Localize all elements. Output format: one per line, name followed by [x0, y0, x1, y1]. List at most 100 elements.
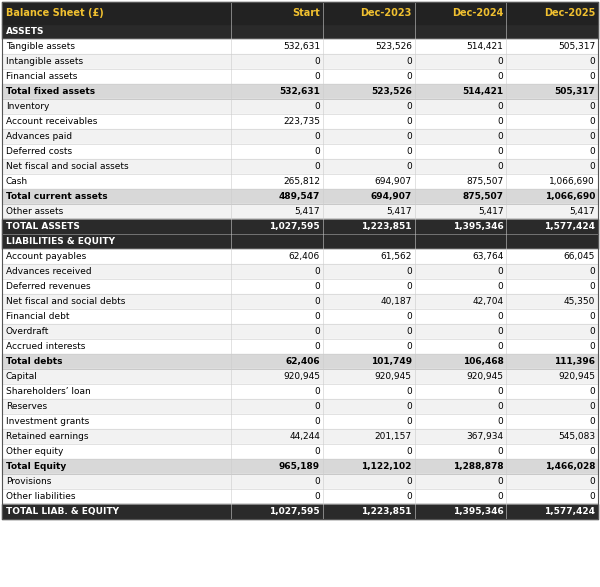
Text: 0: 0: [314, 57, 320, 66]
Text: Total Equity: Total Equity: [6, 462, 66, 471]
Text: 0: 0: [314, 402, 320, 411]
Text: 0: 0: [406, 327, 412, 336]
Text: 111,396: 111,396: [554, 357, 595, 366]
Text: 0: 0: [589, 162, 595, 171]
Text: 1,223,851: 1,223,851: [361, 222, 412, 231]
Text: 1,122,102: 1,122,102: [361, 462, 412, 471]
Text: 0: 0: [589, 492, 595, 501]
Text: 0: 0: [406, 147, 412, 156]
Text: 0: 0: [498, 342, 503, 351]
Text: 0: 0: [406, 57, 412, 66]
Bar: [2, 159, 598, 174]
Text: Deferred revenues: Deferred revenues: [6, 282, 91, 291]
Bar: [2, 54, 598, 69]
Text: 0: 0: [498, 57, 503, 66]
Bar: [2, 189, 598, 204]
Text: 0: 0: [406, 72, 412, 81]
Text: Overdraft: Overdraft: [6, 327, 49, 336]
Text: 0: 0: [314, 267, 320, 276]
Text: 694,907: 694,907: [371, 192, 412, 201]
Bar: [2, 384, 598, 399]
Text: 965,189: 965,189: [279, 462, 320, 471]
Text: 0: 0: [406, 312, 412, 321]
Text: 0: 0: [498, 312, 503, 321]
Text: 875,507: 875,507: [463, 192, 503, 201]
Text: 0: 0: [406, 132, 412, 141]
Text: 0: 0: [589, 447, 595, 456]
Text: Inventory: Inventory: [6, 102, 49, 111]
Bar: [2, 309, 598, 324]
Text: 0: 0: [314, 417, 320, 426]
Text: 61,562: 61,562: [380, 252, 412, 261]
Text: 0: 0: [314, 477, 320, 486]
Text: 0: 0: [589, 402, 595, 411]
Bar: [2, 144, 598, 159]
Text: 223,735: 223,735: [283, 117, 320, 126]
Bar: [2, 279, 598, 294]
Bar: [2, 39, 598, 54]
Text: Other assets: Other assets: [6, 207, 63, 216]
Text: Dec-2024: Dec-2024: [452, 8, 503, 18]
Text: 0: 0: [314, 102, 320, 111]
Text: 0: 0: [589, 147, 595, 156]
Text: LIABILITIES & EQUITY: LIABILITIES & EQUITY: [6, 237, 115, 246]
Text: Reserves: Reserves: [6, 402, 47, 411]
Bar: [2, 99, 598, 114]
Bar: [2, 69, 598, 84]
Text: 0: 0: [314, 297, 320, 306]
Text: 42,704: 42,704: [472, 297, 503, 306]
Text: 5,417: 5,417: [295, 207, 320, 216]
Text: 0: 0: [314, 147, 320, 156]
Text: 532,631: 532,631: [279, 87, 320, 96]
Bar: [2, 2, 598, 24]
Text: Total fixed assets: Total fixed assets: [6, 87, 95, 96]
Text: 0: 0: [589, 117, 595, 126]
Bar: [2, 264, 598, 279]
Text: Advances paid: Advances paid: [6, 132, 72, 141]
Text: 0: 0: [589, 57, 595, 66]
Bar: [2, 399, 598, 414]
Text: 0: 0: [589, 102, 595, 111]
Text: 201,157: 201,157: [374, 432, 412, 441]
Text: 875,507: 875,507: [466, 177, 503, 186]
Text: 0: 0: [498, 417, 503, 426]
Bar: [2, 444, 598, 459]
Text: ASSETS: ASSETS: [6, 27, 44, 36]
Text: 0: 0: [589, 132, 595, 141]
Bar: [2, 24, 598, 39]
Text: 0: 0: [589, 477, 595, 486]
Text: 1,466,028: 1,466,028: [545, 462, 595, 471]
Text: 0: 0: [589, 282, 595, 291]
Text: 265,812: 265,812: [283, 177, 320, 186]
Text: Advances received: Advances received: [6, 267, 92, 276]
Text: 514,421: 514,421: [467, 42, 503, 51]
Text: 0: 0: [498, 117, 503, 126]
Text: 1,395,346: 1,395,346: [453, 222, 503, 231]
Bar: [2, 219, 598, 234]
Text: 0: 0: [498, 402, 503, 411]
Text: 1,395,346: 1,395,346: [453, 507, 503, 516]
Text: 0: 0: [498, 102, 503, 111]
Text: 0: 0: [406, 417, 412, 426]
Text: Financial assets: Financial assets: [6, 72, 77, 81]
Text: 0: 0: [498, 162, 503, 171]
Bar: [2, 204, 598, 219]
Text: 62,406: 62,406: [286, 357, 320, 366]
Text: 0: 0: [314, 72, 320, 81]
Text: 0: 0: [498, 132, 503, 141]
Text: 0: 0: [589, 342, 595, 351]
Text: Dec-2023: Dec-2023: [361, 8, 412, 18]
Text: 0: 0: [589, 327, 595, 336]
Bar: [2, 114, 598, 129]
Bar: [2, 339, 598, 354]
Text: 0: 0: [589, 312, 595, 321]
Text: 523,526: 523,526: [375, 42, 412, 51]
Bar: [2, 324, 598, 339]
Text: 0: 0: [406, 102, 412, 111]
Text: 1,066,690: 1,066,690: [550, 177, 595, 186]
Text: 0: 0: [406, 117, 412, 126]
Text: 0: 0: [314, 492, 320, 501]
Text: 1,027,595: 1,027,595: [269, 222, 320, 231]
Text: 1,577,424: 1,577,424: [544, 507, 595, 516]
Text: 0: 0: [314, 447, 320, 456]
